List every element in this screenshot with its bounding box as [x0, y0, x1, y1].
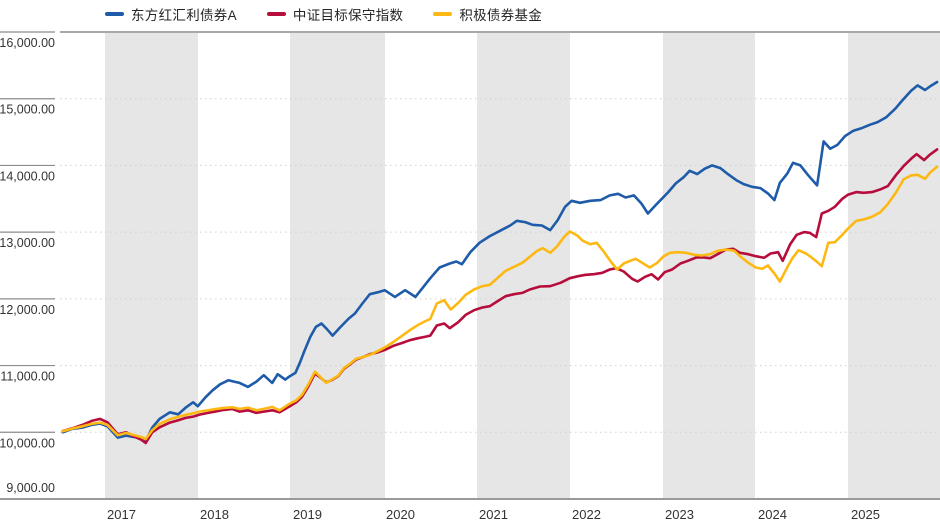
x-axis-label: 2022: [572, 507, 601, 522]
x-axis-label: 2023: [665, 507, 694, 522]
year-shading-band: [477, 33, 570, 498]
series-2-swatch-icon: [433, 12, 453, 16]
legend-item-series-1[interactable]: 中证目标保守指数: [266, 4, 404, 24]
x-axis-label: 2020: [386, 507, 415, 522]
series-line-1: [61, 148, 939, 445]
series-line-2: [61, 165, 939, 441]
x-axis-label: 2019: [293, 507, 322, 522]
x-axis-label: 2018: [200, 507, 229, 522]
legend-label: 中证目标保守指数: [292, 8, 404, 23]
y-axis-label: 10,000.00: [0, 436, 55, 450]
year-shading-band: [290, 33, 385, 498]
year-shading-band: [848, 33, 940, 498]
y-axis-label: 16,000.00: [0, 36, 55, 50]
x-axis-label: 2024: [758, 507, 787, 522]
y-axis-label: 15,000.00: [0, 103, 55, 117]
chart-legend: 东方红汇利债券A 中证目标保守指数 积极债券基金: [105, 4, 542, 24]
series-0-swatch-icon: [105, 12, 124, 16]
series-line-0: [61, 80, 939, 443]
y-axis-label: 11,000.00: [0, 370, 55, 384]
year-shading-band: [105, 33, 198, 498]
y-axis-label: 13,000.00: [0, 236, 55, 250]
legend-item-series-2[interactable]: 积极债券基金: [433, 4, 542, 24]
y-axis-label: 9,000.00: [6, 481, 55, 495]
series-1-swatch-icon: [266, 12, 286, 16]
x-axis-label: 2021: [479, 507, 508, 522]
legend-label: 积极债券基金: [459, 8, 543, 23]
y-axis-label: 12,000.00: [0, 303, 55, 317]
x-axis-label: 2025: [851, 507, 880, 522]
legend-item-series-0[interactable]: 东方红汇利债券A: [105, 4, 237, 24]
y-axis-label: 14,000.00: [0, 169, 55, 183]
legend-label: 东方红汇利债券A: [131, 8, 237, 23]
x-axis-label: 2017: [107, 507, 136, 522]
